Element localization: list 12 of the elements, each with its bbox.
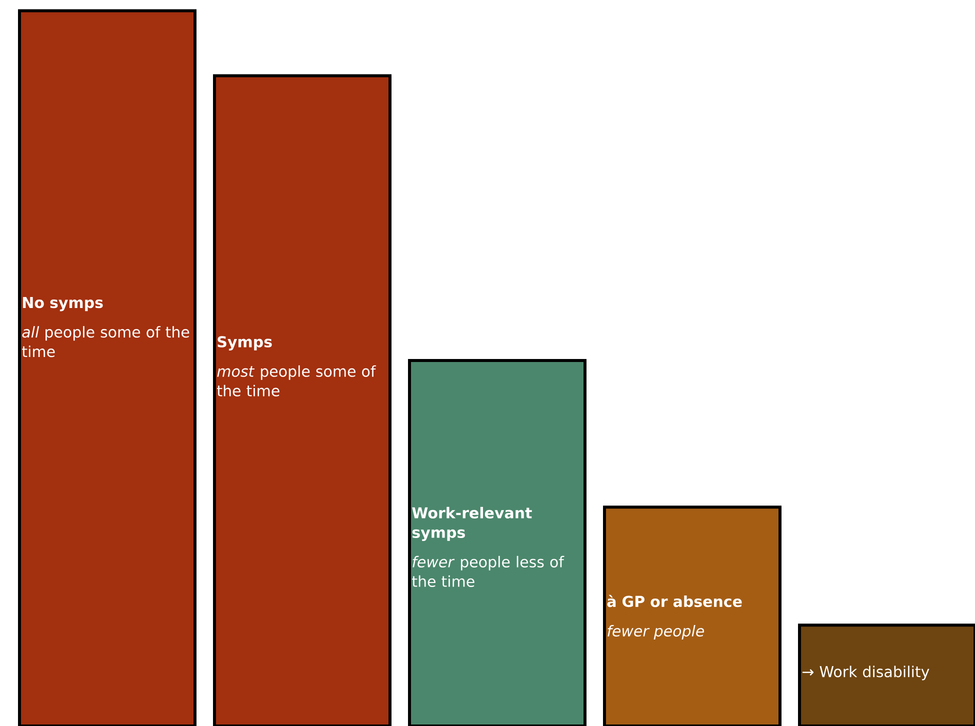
- bar: [603, 506, 782, 726]
- annotation: fewer people less of the time: [412, 556, 564, 588]
- x-tick-label: No symps: [23, 297, 103, 312]
- annotation: all people some of the time: [22, 326, 190, 358]
- annotation: most people some of the time: [217, 365, 376, 396]
- bar: [213, 74, 392, 726]
- x-tick-label: Symps: [218, 336, 272, 350]
- x-tick-label: → Work disability: [802, 666, 930, 680]
- x-tick-label: à GP or absence: [607, 594, 742, 608]
- bar: [18, 9, 196, 726]
- annotation: fewer people: [608, 624, 704, 640]
- bar: [408, 358, 587, 726]
